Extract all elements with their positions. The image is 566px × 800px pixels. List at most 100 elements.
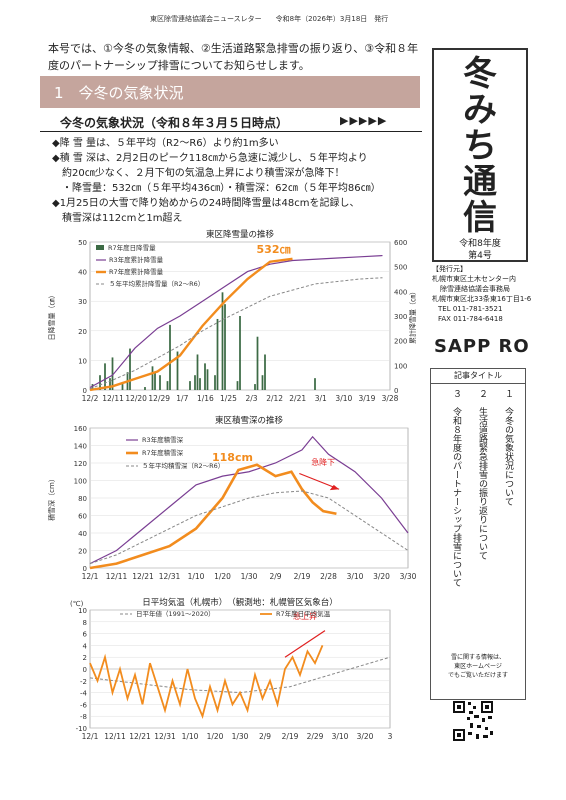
y-tick-label: 80 [78,495,87,503]
x-tick-label: 12/11 [104,732,126,741]
x-tick-label: 12/2 [82,394,99,403]
legend-label: R7年度積雪深 [142,448,184,457]
chart-title: 東区降雪量の推移 [206,229,275,240]
publisher-line-2: 除雪連絡協議会事務局 [440,285,510,293]
toc-note-line: 東区ホームページ [454,663,502,670]
y-tick-label: 120 [74,460,87,468]
x-tick-label: 3/19 [359,394,376,403]
y-tick-label: -10 [76,725,87,733]
snowfall-bar [104,363,106,390]
snowfall-bar [121,384,124,390]
y2-tick-label: 400 [394,288,407,296]
x-tick-label: 12/1 [82,572,99,581]
toc-item-2[interactable]: ２ 生活道路緊急排雪の振り返りについて [477,389,487,560]
qr-code-icon[interactable] [452,700,494,742]
snowfall-bar [159,375,161,390]
intro-line-2: 度のパートナーシップ排雪についてお知らせします。 [48,59,310,72]
legend-label: 日平年値（1991～2020） [136,609,215,618]
legend-label: R7年度累計降雪量 [109,267,164,276]
legend-label: ５年平均累計降雪量（R2～R6） [109,279,204,288]
section-1-bar: 1 今冬の気象状況 [40,76,420,108]
unit-label: (℃) [70,600,84,608]
x-tick-label: 1/20 [214,572,231,581]
x-tick-label: 1/30 [232,732,249,741]
x-tick-label: 1/20 [207,732,224,741]
y-tick-label: 0 [83,666,87,674]
x-tick-label: 3/10 [335,394,352,403]
intro-text: 本号では、①今冬の気象情報、②生活道路緊急排雪の振り返り、③令和８年 度のパート… [48,40,420,74]
snowfall-bar [169,324,171,390]
snowfall-bar [176,351,179,390]
drop-arrowhead [329,484,340,491]
bullet-jan25-2: 積雪深は112cmと1m超え [62,213,183,224]
y-tick-label: 2 [83,654,87,662]
y2-tick-label: 0 [394,387,398,395]
x-tick-label: 3/10 [332,732,349,741]
publisher-address: 札幌市東区北33条東16丁目1-6 [432,295,532,303]
y-tick-label: 140 [74,443,87,451]
bullet-snowdepth-1: ◆積 雪 深は、2月2日のピーク118㎝から急速に減少し、５年平均より [52,153,368,164]
snowfall-bar [166,381,169,390]
snowfall-bar [196,354,199,390]
y2-tick-label: 100 [394,362,407,370]
newsletter-header: 東区除雪連絡協議会ニュースレター 令和8年（2026年）3月18日 発行 [150,15,389,23]
y-tick-label: 50 [78,239,87,247]
y-tick-label: 10 [78,357,87,365]
y-tick-label: 10 [78,607,87,615]
x-tick-label: 1/7 [176,394,188,403]
x-tick-label: 2/19 [282,732,299,741]
snowfall-bar [256,336,259,390]
chart-title: 東区積雪深の推移 [215,415,284,426]
subheading-title: 今冬の気象状況（令和８年３月５日時点） [60,116,289,130]
x-tick-label: 2/9 [269,572,281,581]
x-tick-label: 3 [388,732,393,741]
snowfall-bar [204,363,206,390]
series-line-2 [89,490,409,565]
snowfall-bar [151,366,154,390]
y-tick-label: 4 [83,642,88,650]
y2-axis-label: 累計降雪量（㎝） [408,288,417,344]
snowfall-bar [314,378,316,390]
legend-label: R3年度累計降雪量 [109,255,164,264]
y-tick-label: 160 [74,425,87,433]
annotation-sharp-rise: 急上昇 [293,611,317,621]
bullet-snowfall: ◆降 雪 量は、５年平均（R2～R6）より約1m多い [52,138,279,149]
temperature-chart: 日平均気温（札幌市） （観測地：札幌管区気象台） 10 8 6 4 2 0 -2 -4 -6 -8 -… [70,597,393,741]
x-tick-label: 2/19 [294,572,311,581]
y-tick-label: -6 [80,701,88,709]
y-axis-label: 積雪深（cm） [47,475,56,521]
bullet-jan25-1: ◆1月25日の大雪で降り始めからの24時間降雪量は48cmを記録し、 [52,198,360,209]
snowfall-bar [129,348,131,390]
x-tick-label: 1/16 [197,394,214,403]
snowfall-bar [91,384,94,390]
toc-item-3[interactable]: ３ 令和８年度のパートナーシップ排雪について [451,389,461,587]
toc-note: 雪に関する情報は、 東区ホームページ でもご覧いただけます [433,653,523,680]
snowfall-bar [261,375,264,390]
y2-tick-label: 500 [394,264,407,272]
x-tick-label: 12/21 [132,572,154,581]
y-tick-label: -4 [80,690,88,698]
y2-tick-label: 200 [394,338,407,346]
y-tick-label: -2 [80,678,87,686]
series-line-1 [89,463,337,570]
snowfall-bar [111,357,114,390]
snowfall-bar [214,375,216,390]
y-tick-label: 0 [83,565,87,573]
y-tick-label: 40 [78,269,87,277]
x-tick-label: 2/9 [259,732,271,741]
series-line-3 [89,277,383,390]
legend-label: R7年度日平均気温 [276,609,331,618]
legend-swatch [96,245,104,250]
subheading-arrows: ▶▶▶▶▶ [340,114,388,127]
x-tick-label: 2/29 [307,732,324,741]
temperature-chart-body: 日平均気温（札幌市） （観測地：札幌管区気象台） 10 8 6 4 2 0 -2 -4 -6 -8 -… [70,597,393,741]
toc-item-1[interactable]: １ 今冬の気象状況について [503,389,513,506]
publisher-line-1: 札幌市東区土木センター内 [432,275,516,283]
annotation-532: 532㎝ [257,243,291,256]
x-tick-label: 2/28 [320,572,337,581]
y-tick-label: 100 [74,478,87,486]
x-tick-label: 3/10 [347,572,364,581]
title-char: 冬 [463,54,497,94]
x-tick-label: 12/31 [159,572,181,581]
